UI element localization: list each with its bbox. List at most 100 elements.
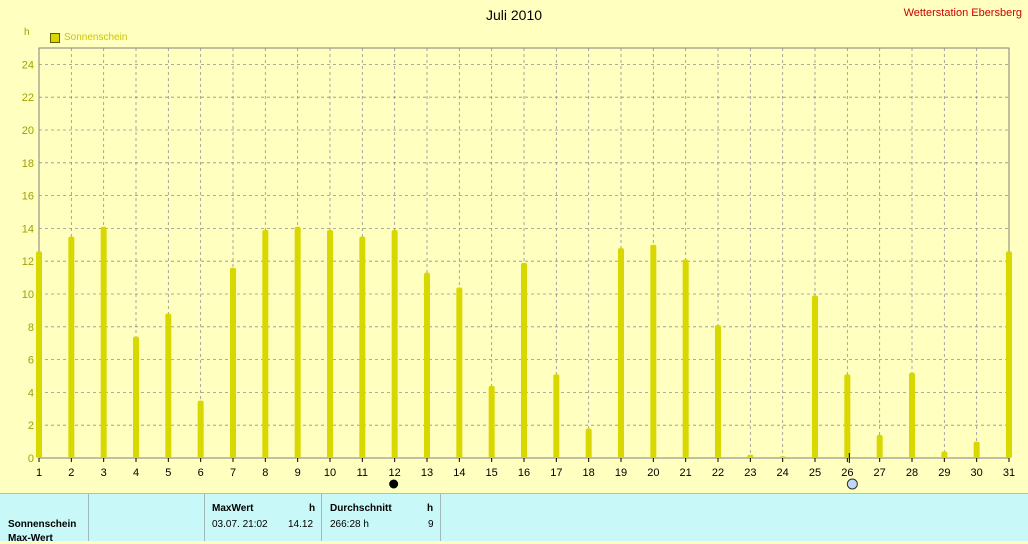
bar — [68, 236, 75, 458]
x-tick-label: 30 — [971, 467, 983, 479]
y-tick-label: 12 — [22, 256, 34, 268]
bar — [650, 244, 657, 458]
x-tick-label: 15 — [486, 467, 498, 479]
avg-total: 266:28 h — [330, 519, 369, 530]
y-tick-label: 24 — [22, 59, 34, 71]
x-tick-label: 17 — [550, 467, 562, 479]
legend: Sonnenschein — [50, 32, 127, 43]
x-tick-label: 23 — [744, 467, 756, 479]
bar — [327, 230, 333, 458]
x-tick-label: 27 — [874, 467, 886, 479]
chart-title: Juli 2010 — [485, 7, 543, 23]
marker-open — [846, 478, 858, 490]
bar — [553, 374, 560, 458]
x-tick-label: 25 — [809, 467, 821, 479]
legend-swatch — [50, 32, 60, 43]
x-tick-label: 19 — [615, 467, 627, 479]
x-tick-label: 11 — [357, 467, 368, 479]
station-name: Wetterstation Ebersberg — [903, 7, 1022, 19]
bar — [230, 267, 236, 458]
bar — [812, 295, 818, 458]
summary-table: Sonnenschein Max-Wert MaxWert h 03.07. 2… — [0, 493, 1028, 544]
bar — [844, 374, 851, 458]
y-tick-label: 16 — [22, 191, 34, 203]
x-tick-label: 24 — [777, 467, 789, 479]
bar — [359, 236, 366, 458]
legend-label: Sonnenschein — [64, 32, 128, 43]
x-tick-label: 16 — [518, 467, 530, 479]
x-tick-label: 1 — [36, 467, 42, 479]
bar — [488, 385, 495, 458]
x-tick-labels: 1 2 3 4 5 6 7 8 9 10 11 12 13 14 15 16 17 18 19 20 21 22 23 24 2… — [36, 467, 1015, 479]
y-tick-label: 20 — [22, 125, 34, 137]
bar — [456, 287, 463, 458]
y-tick-label: 10 — [22, 289, 34, 301]
avg-header: Durchschnitt — [330, 503, 392, 514]
x-tick-label: 9 — [295, 467, 301, 479]
bar — [747, 454, 754, 458]
x-tick-label: 28 — [906, 467, 918, 479]
bar — [133, 336, 139, 458]
bar — [424, 272, 430, 458]
bar — [973, 441, 980, 458]
bar — [521, 262, 527, 458]
x-tick-label: 18 — [583, 467, 595, 479]
bar — [391, 230, 398, 458]
bar — [715, 325, 721, 458]
bar — [36, 251, 42, 458]
bar — [941, 451, 948, 458]
bar — [779, 456, 786, 458]
bar — [585, 428, 592, 458]
bar — [876, 435, 883, 458]
row-label-cell: Sonnenschein Max-Wert — [0, 494, 89, 544]
chart-area: 0 2 4 6 8 10 12 14 16 18 20 22 24 1 2 3 4 5 6 7 8 9 10 11 12 13 1… — [21, 7, 1022, 490]
x-tick-label: 21 — [680, 467, 692, 479]
max-header: MaxWert — [212, 503, 254, 514]
y-tick-label: 6 — [28, 355, 34, 367]
day-markers — [389, 453, 858, 490]
bar — [909, 372, 915, 458]
x-tick-label: 13 — [421, 467, 433, 479]
x-tick-label: 22 — [712, 467, 724, 479]
max-cell: MaxWert h 03.07. 21:02 14.12 — [205, 494, 322, 541]
y-tick-label: 22 — [22, 92, 34, 104]
y-tick-label: 14 — [22, 223, 34, 235]
x-tick-label: 5 — [165, 467, 171, 479]
y-tick-label: 8 — [28, 322, 34, 334]
x-tick-label: 20 — [647, 467, 659, 479]
max-value: 14.12 — [288, 519, 314, 530]
bar — [197, 400, 204, 458]
bar — [294, 226, 301, 458]
x-tick-label: 26 — [841, 467, 853, 479]
x-tick-label: 10 — [324, 467, 336, 479]
y-tick-label: 4 — [28, 387, 34, 399]
x-tick-label: 6 — [198, 467, 204, 479]
x-tick-label: 12 — [389, 467, 401, 479]
y-tick-label: 18 — [22, 158, 34, 170]
x-tick-label: 14 — [453, 467, 465, 479]
x-tick-label: 2 — [68, 467, 74, 479]
x-tick-label: 29 — [938, 467, 950, 479]
avg-value: 9 — [428, 519, 434, 530]
bars — [36, 226, 1012, 458]
avg-cell: Durchschnitt h 266:28 h 9 — [322, 494, 441, 541]
x-tick-label: 4 — [133, 467, 139, 479]
empty-cell — [89, 494, 205, 541]
x-tick-label: 8 — [262, 467, 268, 479]
y-axis-unit: h — [24, 27, 30, 38]
bar — [682, 259, 689, 458]
x-tick-label: 31 — [1003, 467, 1015, 479]
row-label: Sonnenschein — [8, 519, 77, 530]
row-label-2: Max-Wert — [8, 533, 53, 544]
bar — [165, 313, 172, 458]
bar — [1006, 251, 1012, 458]
y-tick-label: 2 — [28, 420, 34, 432]
bar — [262, 230, 269, 458]
x-tick-label: 7 — [230, 467, 236, 479]
x-tick-label: 3 — [101, 467, 107, 479]
bar — [100, 226, 107, 458]
max-unit: h — [309, 503, 316, 514]
max-date: 03.07. 21:02 — [212, 519, 268, 530]
